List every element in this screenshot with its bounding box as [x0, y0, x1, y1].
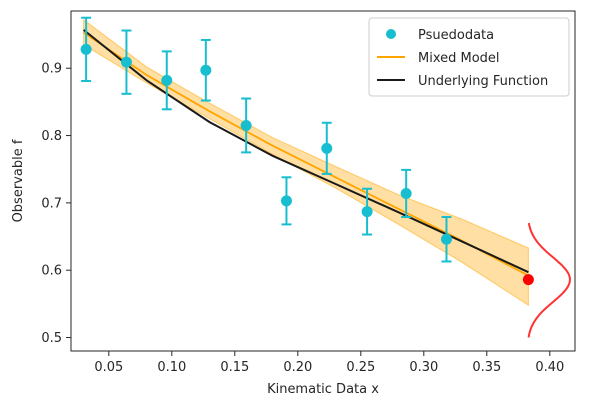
mixed-model-line — [83, 31, 529, 277]
data-point — [440, 233, 452, 245]
x-tick-label: 0.40 — [535, 360, 564, 375]
y-tick-label: 0.9 — [41, 62, 62, 77]
plot-frame — [70, 10, 576, 352]
x-tick-label: 0.05 — [94, 360, 123, 375]
x-tick-label: 0.20 — [283, 360, 312, 375]
prediction-point — [522, 274, 534, 286]
data-point — [240, 119, 252, 131]
data-point — [120, 56, 132, 68]
legend-marker-pseudodata — [386, 29, 396, 39]
x-tick-label: 0.15 — [220, 360, 249, 375]
legend: Psuedodata Mixed Model Underlying Functi… — [368, 17, 570, 97]
x-tick-label: 0.25 — [346, 360, 375, 375]
x-axis-label: Kinematic Data x — [267, 382, 379, 397]
y-axis-label: Observable f — [11, 139, 26, 222]
y-tick-label: 0.8 — [41, 129, 62, 144]
legend-label-pseudodata: Psuedodata — [418, 28, 494, 43]
legend-label-mixed-model: Mixed Model — [418, 51, 500, 66]
data-point — [361, 206, 373, 218]
x-tick-label: 0.35 — [472, 360, 501, 375]
x-tick-label: 0.10 — [157, 360, 186, 375]
data-point — [321, 142, 333, 154]
data-point — [200, 64, 212, 76]
data-point — [161, 74, 173, 86]
y-tick-label: 0.7 — [41, 196, 62, 211]
data-point — [80, 43, 92, 55]
data-point — [400, 187, 412, 199]
prediction-distribution-curve — [527, 222, 571, 338]
data-point — [280, 195, 292, 207]
legend-label-underlying-function: Underlying Function — [418, 74, 548, 89]
y-tick-label: 0.5 — [41, 331, 62, 346]
y-tick-label: 0.6 — [41, 264, 62, 279]
legend-box — [368, 17, 570, 97]
x-tick-label: 0.30 — [409, 360, 438, 375]
